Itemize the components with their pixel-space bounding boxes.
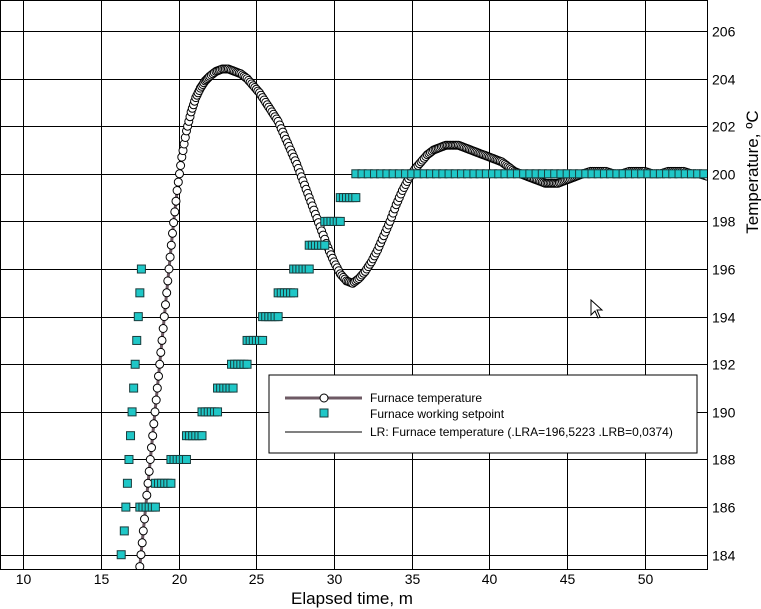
setpoint-point (127, 407, 137, 417)
setpoint-point (304, 264, 314, 274)
temperature-point (147, 443, 156, 453)
setpoint-point (119, 526, 129, 536)
temperature-point (145, 455, 155, 464)
y-tick-label: 186 (712, 500, 736, 516)
setpoint-point (124, 454, 134, 464)
temperature-point (136, 550, 146, 560)
setpoint-point (121, 502, 131, 512)
furnace-working-setpoint-points (116, 169, 707, 560)
setpoint-point (135, 288, 145, 298)
y-tick-label: 190 (712, 405, 736, 421)
x-tick-label: 20 (172, 571, 188, 587)
temperature-point (161, 300, 170, 310)
setpoint-point (136, 264, 146, 274)
y-axis-title: Temperature, ºC (743, 110, 761, 233)
setpoint-point (228, 383, 238, 393)
setpoint-point (213, 407, 223, 417)
y-tick-label: 194 (712, 310, 736, 326)
temperature-point (143, 478, 153, 488)
setpoint-point (116, 550, 126, 560)
temperature-point (171, 196, 181, 206)
legend-label-furnace-temperature: Furnace temperature (370, 391, 482, 405)
temperature-point (138, 526, 148, 536)
x-tick-label: 40 (482, 571, 498, 587)
temperature-point (155, 359, 165, 369)
temperature-point (175, 169, 184, 179)
setpoint-point (166, 478, 176, 488)
temperature-point (148, 431, 158, 441)
temperature-point (162, 288, 172, 298)
y-tick-label: 200 (712, 167, 736, 183)
temperature-point (137, 538, 147, 548)
temperature-point (170, 207, 180, 217)
x-tick-labels: 10 15 20 25 30 35 40 45 50 (16, 571, 654, 587)
x-tick-label: 10 (16, 571, 32, 587)
setpoint-point (289, 288, 299, 298)
temperature-point (154, 371, 163, 381)
temperature-point (149, 419, 159, 429)
setpoint-point (126, 431, 136, 441)
legend-marker-furnace-temperature (319, 393, 329, 403)
legend-label-furnace-working-setpoint: Furnace working setpoint (370, 407, 505, 421)
legend-label-lr: LR: Furnace temperature (.LRA=196,5223 .… (370, 425, 673, 439)
temperature-point (144, 466, 154, 476)
mouse-cursor-icon (590, 298, 604, 319)
temperature-point (159, 312, 169, 322)
x-tick-label: 50 (638, 571, 654, 587)
setpoint-point (699, 169, 707, 179)
legend-marker-furnace-working-setpoint (319, 408, 329, 418)
setpoint-point (197, 431, 207, 441)
y-tick-labels: 184 186 188 190 192 194 196 198 200 202 204 206 (712, 24, 736, 564)
setpoint-point (181, 454, 191, 464)
x-tick-label: 45 (560, 571, 576, 587)
setpoint-point (132, 335, 142, 345)
setpoint-point (133, 312, 143, 322)
setpoint-point (122, 478, 132, 488)
setpoint-point (351, 193, 361, 203)
temperature-point (169, 218, 179, 228)
x-tick-label: 15 (94, 571, 110, 587)
x-tick-label: 25 (249, 571, 265, 587)
y-tick-label: 204 (712, 72, 736, 88)
temperature-point (176, 161, 186, 170)
temperature-point (157, 335, 167, 345)
temperature-point (158, 324, 168, 333)
temperature-point (164, 264, 174, 274)
setpoint-point (258, 335, 268, 345)
temperature-point (168, 228, 177, 238)
y-tick-label: 184 (712, 548, 736, 564)
x-tick-label: 35 (405, 571, 421, 587)
setpoint-point (335, 216, 345, 226)
y-tick-label: 192 (712, 357, 736, 373)
legend-box (268, 374, 698, 454)
temperature-point (150, 407, 160, 417)
temperature-point (135, 562, 145, 569)
setpoint-point (129, 383, 139, 393)
x-tick-label: 30 (327, 571, 343, 587)
temperature-point (142, 490, 152, 500)
setpoint-point (273, 312, 283, 322)
y-tick-label: 188 (712, 452, 736, 468)
y-tick-label: 198 (712, 214, 736, 230)
setpoint-point (320, 240, 330, 250)
x-axis-title: Elapsed time, m (291, 589, 413, 608)
legend: Furnace temperature Furnace working setp… (268, 374, 698, 454)
temperature-point (173, 177, 183, 187)
setpoint-point (130, 359, 140, 369)
setpoint-point (242, 359, 252, 369)
temperature-point (165, 252, 175, 262)
y-tick-label: 196 (712, 262, 736, 278)
temperature-point (166, 240, 176, 250)
y-tick-label: 202 (712, 119, 736, 135)
y-tick-label: 206 (712, 24, 736, 40)
temperature-point (156, 347, 166, 357)
setpoint-point (150, 502, 160, 512)
temperature-point (163, 276, 173, 286)
temperature-point (152, 383, 162, 393)
plot-frame (0, 0, 708, 570)
temperature-point (172, 186, 182, 195)
temperature-point (140, 514, 149, 524)
temperature-point (151, 395, 161, 405)
